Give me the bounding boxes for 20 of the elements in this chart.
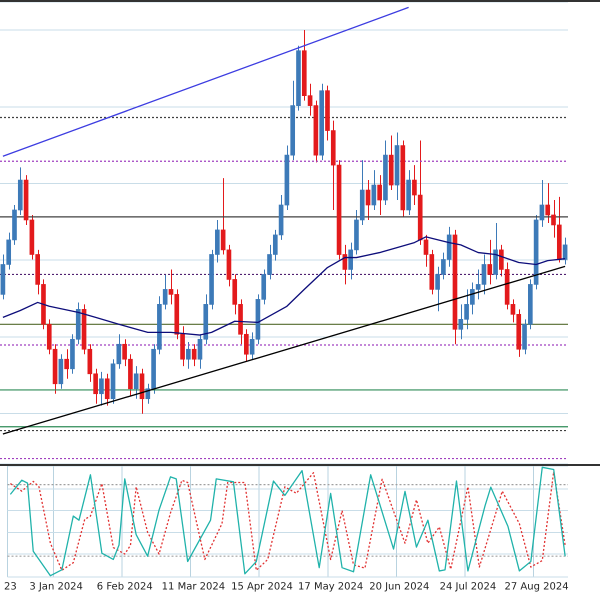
x-tick-label: 23	[4, 582, 17, 593]
x-tick-label: 3 Jan 2024	[29, 582, 83, 593]
x-tick-label: 20 Jun 2024	[369, 582, 430, 593]
x-tick-label: 11 Mar 2024	[162, 582, 226, 593]
candlestick	[134, 366, 139, 400]
x-tick-label: 24 Jul 2024	[440, 582, 496, 593]
candlestick	[366, 180, 370, 220]
candlestick	[64, 348, 69, 380]
candlestick	[104, 373, 110, 406]
candlestick	[186, 341, 191, 370]
candlestick	[192, 344, 196, 367]
x-tick-label: 6 Feb 2024	[96, 582, 153, 593]
candlestick	[372, 170, 376, 210]
x-tick-label: 27 Aug 2024	[504, 582, 569, 593]
x-tick-label: 17 May 2024	[298, 582, 364, 593]
candlestick	[487, 239, 492, 285]
candlestick	[562, 237, 568, 265]
candlestick	[377, 174, 382, 216]
candlestick	[99, 371, 104, 406]
x-tick-label: 15 Apr 2024	[231, 582, 293, 593]
